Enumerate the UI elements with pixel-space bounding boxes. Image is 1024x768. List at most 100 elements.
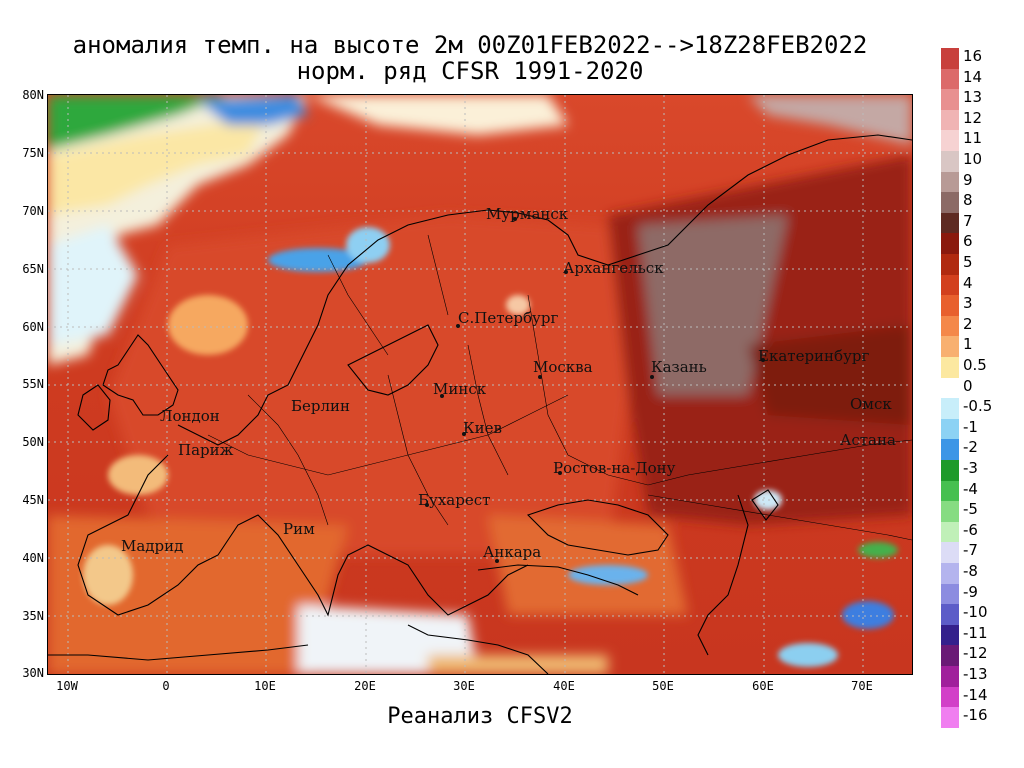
city-dot bbox=[538, 375, 542, 379]
colorbar-label: 0 bbox=[963, 376, 973, 395]
colorbar-swatch bbox=[941, 686, 959, 708]
city-label-st-petersburg: С.Петербург bbox=[458, 309, 559, 327]
colorbar-label: -10 bbox=[963, 603, 988, 622]
lon-label: 0 bbox=[162, 679, 170, 693]
colorbar-label: -1 bbox=[963, 417, 978, 436]
colorbar-label: 11 bbox=[963, 129, 983, 148]
colorbar-swatch bbox=[941, 315, 959, 337]
colorbar-swatch bbox=[941, 192, 959, 214]
city-label-ankara: Анкара bbox=[483, 543, 542, 561]
colorbar-swatch bbox=[941, 521, 959, 543]
lat-label: 50N bbox=[22, 435, 44, 449]
colorbar-label: 9 bbox=[963, 170, 973, 189]
colorbar-swatch bbox=[941, 439, 959, 461]
colorbar-label: 5 bbox=[963, 253, 973, 271]
colorbar-label: 16 bbox=[963, 47, 983, 65]
colorbar-swatch bbox=[941, 171, 959, 193]
lat-label: 30N bbox=[22, 666, 44, 680]
city-label-paris: Париж bbox=[178, 441, 234, 459]
colorbar-swatch bbox=[941, 604, 959, 626]
colorbar-label: -11 bbox=[963, 623, 988, 642]
lon-label: 10W bbox=[56, 679, 78, 693]
reanalysis-caption: Реанализ CFSV2 bbox=[387, 704, 573, 729]
colorbar-label: -2 bbox=[963, 438, 978, 457]
city-dot bbox=[650, 375, 654, 379]
colorbar-label: -16 bbox=[963, 706, 988, 725]
city-label-arkhangelsk: Архангельск bbox=[563, 259, 664, 277]
colorbar-label: 13 bbox=[963, 88, 983, 107]
colorbar-swatch bbox=[941, 212, 959, 234]
colorbar-swatch bbox=[941, 645, 959, 667]
city-dot bbox=[513, 217, 517, 221]
colorbar-label: -9 bbox=[963, 582, 978, 601]
colorbar-swatch bbox=[941, 233, 959, 255]
anomaly-field bbox=[48, 95, 912, 674]
colorbar-swatch bbox=[941, 563, 959, 585]
city-dot bbox=[456, 324, 460, 328]
colorbar-label: 12 bbox=[963, 108, 983, 127]
colorbar-swatch bbox=[941, 624, 959, 646]
lat-label: 60N bbox=[22, 320, 44, 334]
city-dot bbox=[425, 503, 429, 507]
city-label-kyiv: Киев bbox=[463, 419, 502, 437]
colorbar-swatch bbox=[941, 542, 959, 564]
city-label-moscow: Москва bbox=[533, 358, 593, 376]
city-label-berlin: Берлин bbox=[291, 397, 351, 415]
colorbar-label: 1 bbox=[963, 335, 973, 354]
colorbar-label: 4 bbox=[963, 273, 973, 292]
lat-label: 75N bbox=[22, 146, 44, 160]
colorbar-label: 3 bbox=[963, 294, 973, 313]
lat-label: 70N bbox=[22, 204, 44, 218]
colorbar-label: -7 bbox=[963, 541, 978, 560]
colorbar-label: 10 bbox=[963, 150, 983, 168]
city-label-yekaterinburg: Екатеринбург bbox=[758, 347, 870, 365]
colorbar-swatch bbox=[941, 418, 959, 440]
colorbar-label: 6 bbox=[963, 232, 973, 251]
colorbar-swatch bbox=[941, 460, 959, 482]
lat-label: 55N bbox=[22, 377, 44, 391]
colorbar-swatch bbox=[941, 501, 959, 523]
borders bbox=[207, 234, 912, 541]
coastlines bbox=[48, 134, 912, 674]
city-label-astana: Астана bbox=[840, 431, 896, 449]
colorbar-swatch bbox=[941, 109, 959, 131]
city-label-rome: Рим bbox=[283, 520, 315, 538]
colorbar-label: -8 bbox=[963, 562, 978, 580]
lat-label: 35N bbox=[22, 609, 44, 623]
colorbar-label: 2 bbox=[963, 314, 973, 333]
colorbar-swatch bbox=[941, 295, 959, 317]
colorbar-swatch bbox=[941, 48, 959, 70]
city-dot bbox=[462, 432, 466, 436]
city-dot bbox=[761, 358, 765, 362]
colorbar-swatch bbox=[941, 583, 959, 605]
colorbar-label: -6 bbox=[963, 520, 978, 539]
anomaly-map: Мурманск Архангельск С.Петербург Москва … bbox=[47, 94, 913, 675]
city-label-kazan: Казань bbox=[651, 358, 707, 376]
colorbar-swatch bbox=[941, 707, 959, 729]
colorbar-label: 8 bbox=[963, 191, 973, 210]
lon-label: 50E bbox=[652, 679, 674, 693]
colorbar-label: -13 bbox=[963, 665, 988, 683]
colorbar-swatch bbox=[941, 274, 959, 296]
graticule bbox=[48, 95, 912, 674]
city-label-bucharest: Бухарест bbox=[418, 491, 491, 509]
colorbar-label: -0.5 bbox=[963, 397, 993, 416]
colorbar-swatch bbox=[941, 357, 959, 379]
city-dot bbox=[558, 471, 562, 475]
lat-label: 40N bbox=[22, 551, 44, 565]
lat-label: 45N bbox=[22, 493, 44, 507]
colorbar-swatch bbox=[941, 89, 959, 111]
colorbar-label: 0.5 bbox=[963, 356, 987, 374]
colorbar-swatch bbox=[941, 68, 959, 90]
lon-label: 40E bbox=[553, 679, 575, 693]
colorbar-label: 7 bbox=[963, 211, 973, 230]
colorbar-label: -14 bbox=[963, 685, 988, 704]
colorbar-label: -12 bbox=[963, 644, 988, 663]
colorbar-label: -4 bbox=[963, 479, 978, 498]
lon-label: 60E bbox=[752, 679, 774, 693]
lat-label: 80N bbox=[22, 88, 44, 102]
colorbar-swatch bbox=[941, 151, 959, 173]
city-label-rostov-on-don: Ростов-на-Дону bbox=[553, 459, 676, 477]
map-title-line2: норм. ряд CFSR 1991-2020 bbox=[296, 57, 644, 85]
city-label-omsk: Омск bbox=[850, 395, 892, 413]
